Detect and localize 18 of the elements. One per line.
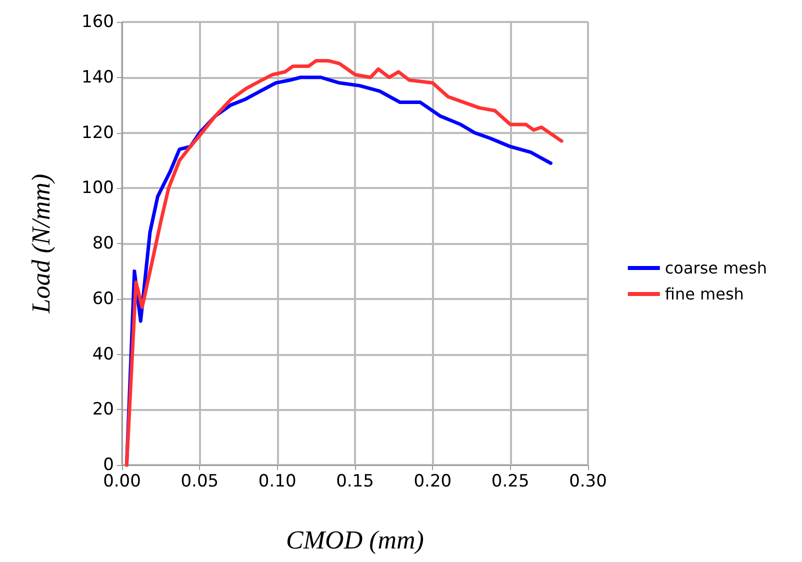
y-axis-title: Load (N/mm) [26,174,56,314]
x-tick-label: 0.25 [491,472,530,492]
x-tick-label: 0.30 [569,472,607,492]
y-tick-label: 120 [82,122,114,143]
y-tick-label: 40 [92,344,114,364]
y-tick-label: 160 [82,12,114,32]
x-tick-label: 0.05 [180,472,219,492]
y-tick-label: 100 [82,178,114,198]
y-tick-label: 80 [92,234,114,254]
x-tick-label: 0.15 [336,472,374,492]
y-tick-label: 60 [92,288,114,309]
x-tick-label: 0.20 [414,472,452,492]
legend-label: coarse mesh [664,258,767,278]
x-axis-title: CMOD (mm) [286,526,424,554]
legend-label: fine mesh [664,284,744,304]
x-tick-label: 0.10 [258,472,296,492]
y-tick-label: 140 [82,67,114,88]
y-tick-label: 20 [92,400,114,420]
